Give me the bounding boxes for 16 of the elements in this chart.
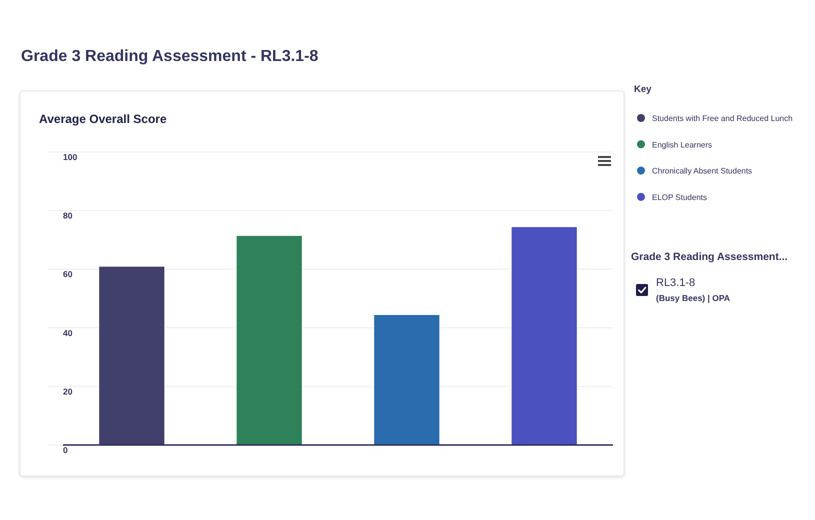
legend-label: ELOP Students <box>652 192 707 202</box>
legend-title: Key <box>634 84 652 95</box>
y-tick-label: 40 <box>63 328 73 338</box>
y-tick-label: 80 <box>63 210 73 221</box>
legend-label: English Learners <box>652 140 712 150</box>
y-tick-label: 20 <box>63 386 73 396</box>
chart-title: Grade 3 Reading Assessment - RL3.1-8 <box>21 48 318 65</box>
text: RL3.1-8 <box>656 277 696 289</box>
y-tick-label: 60 <box>63 269 73 280</box>
legend-label: Students with Free and Reduced Lunch <box>652 114 793 123</box>
y-tick-label: 0 <box>63 445 68 455</box>
legend-label: Chronically Absent Students <box>652 166 752 176</box>
text: Grade 3 Reading Assessment... <box>631 251 788 263</box>
chart-subtitle: Average Overall Score <box>39 112 167 126</box>
y-tick-label: 100 <box>63 152 78 162</box>
text: (Busy Bees) | OPA <box>656 293 730 303</box>
